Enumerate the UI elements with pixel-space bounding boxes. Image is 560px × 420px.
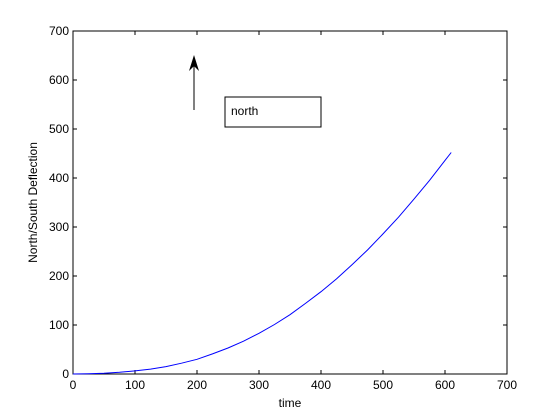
x-tick-label: 400 (311, 378, 331, 392)
arrow-up-icon (189, 55, 199, 71)
x-axis-label: time (279, 396, 302, 410)
x-tick-label: 600 (435, 378, 455, 392)
annotation-text: north (231, 104, 258, 118)
y-tick-label: 300 (49, 220, 69, 234)
axis-tick-labels: 0 100 200 300 400 500 600 700 0 100 200 300 400 500 60… (49, 24, 517, 392)
plot-area (72, 30, 508, 375)
annotation-box (224, 96, 322, 128)
x-tick-label: 500 (373, 378, 393, 392)
x-tick-label: 100 (125, 378, 145, 392)
y-tick-label: 100 (49, 318, 69, 332)
x-tick-label: 300 (249, 378, 269, 392)
x-tick-label: 200 (187, 378, 207, 392)
series-line (72, 152, 452, 375)
x-tick-label: 700 (497, 378, 517, 392)
y-tick-label: 200 (49, 269, 69, 283)
annotations: north (189, 55, 322, 128)
x-tick-label: 0 (70, 378, 77, 392)
y-tick-label: 500 (49, 122, 69, 136)
y-tick-label: 400 (49, 171, 69, 185)
y-tick-label: 600 (49, 73, 69, 87)
y-tick-label: 0 (62, 367, 69, 381)
y-axis-label: North/South Deflection (26, 142, 40, 263)
axis-ticks (72, 30, 508, 375)
y-tick-label: 700 (49, 24, 69, 38)
